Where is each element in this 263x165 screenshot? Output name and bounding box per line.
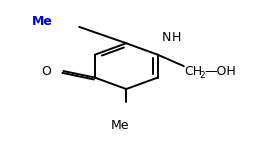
Text: —OH: —OH bbox=[204, 65, 236, 78]
Text: CH: CH bbox=[184, 65, 202, 78]
Text: H: H bbox=[172, 31, 181, 44]
Text: Me: Me bbox=[32, 15, 53, 28]
Text: O: O bbox=[42, 65, 51, 78]
Text: 2: 2 bbox=[200, 71, 205, 81]
Text: N: N bbox=[161, 31, 171, 44]
Text: Me: Me bbox=[110, 119, 129, 132]
